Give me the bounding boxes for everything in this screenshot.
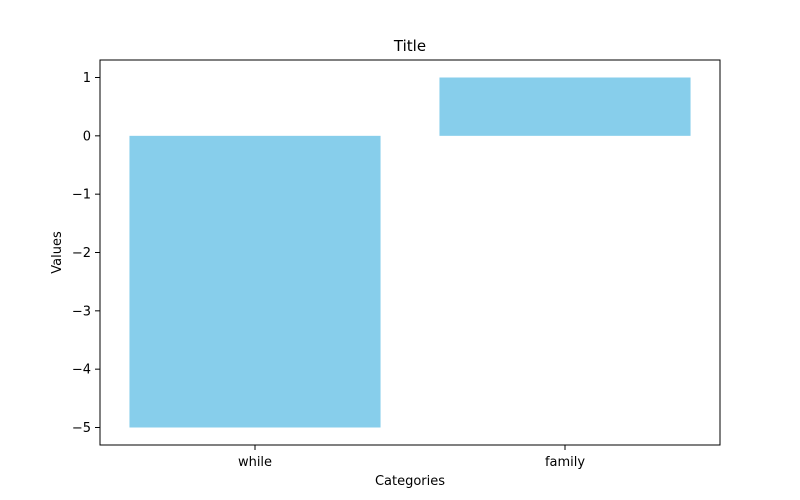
- y-tick-label: −3: [72, 304, 91, 319]
- x-tick-label: while: [238, 455, 272, 470]
- y-tick-label: 1: [83, 71, 91, 86]
- chart-title: Title: [393, 37, 426, 55]
- x-axis-ticks: while family: [238, 445, 585, 470]
- x-tick-label: family: [545, 455, 585, 470]
- y-tick-label: −2: [72, 246, 91, 261]
- bars-layer: [129, 77, 691, 428]
- x-axis-title: Categories: [375, 474, 445, 489]
- y-tick-label: −4: [72, 363, 91, 378]
- bar-while: [129, 135, 381, 428]
- bar-family: [439, 77, 691, 136]
- y-tick-label: −1: [72, 188, 91, 203]
- y-tick-label: 0: [83, 129, 91, 144]
- y-axis-title: Values: [50, 231, 65, 274]
- y-axis-ticks: 1 0 −1 −2 −3 −4 −5: [72, 71, 100, 436]
- y-tick-label: −5: [72, 421, 91, 436]
